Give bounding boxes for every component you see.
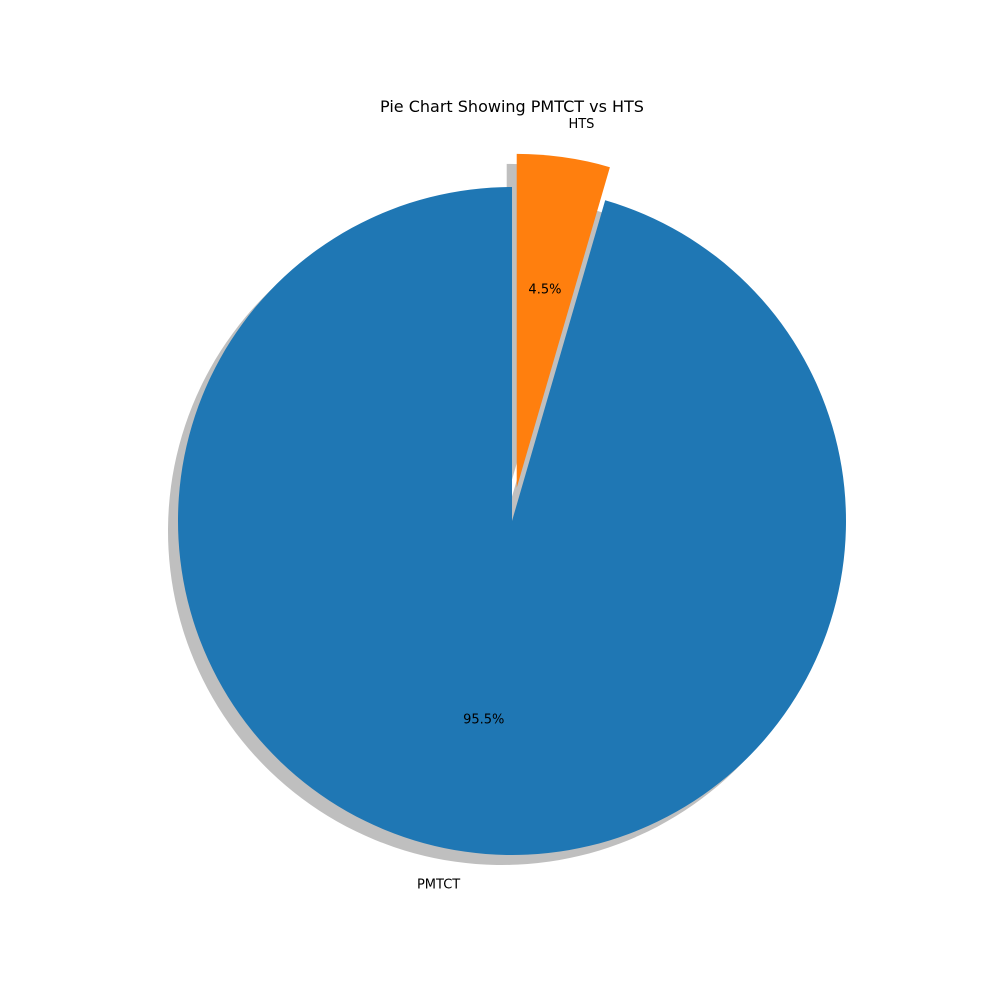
label-layer: PMTCT 95.5% HTS 4.5%: [417, 117, 594, 893]
slice-label-pmtct: PMTCT: [417, 878, 460, 893]
slice-percent-hts: 4.5%: [528, 283, 561, 298]
slice-layer: [178, 153, 847, 855]
slice-percent-pmtct: 95.5%: [463, 712, 504, 727]
slice-pmtct: [178, 187, 847, 855]
chart-title: Pie Chart Showing PMTCT vs HTS: [380, 97, 644, 116]
slice-hts: [516, 153, 610, 488]
slice-label-hts: HTS: [568, 117, 594, 132]
